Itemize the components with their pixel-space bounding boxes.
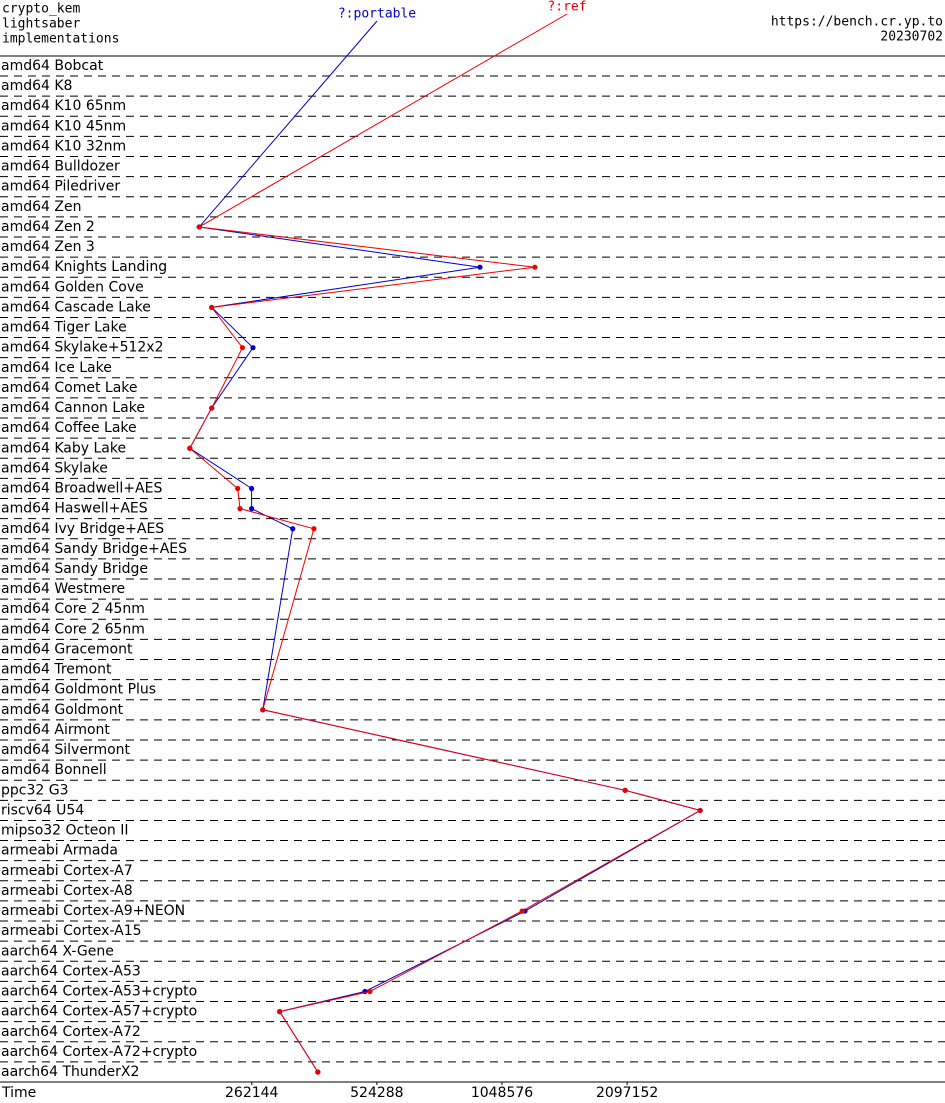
row-label: amd64 Haswell+AES [1,501,148,517]
row-label: amd64 Tremont [1,662,112,678]
row-label: armeabi Cortex-A7 [1,863,133,879]
series-point [239,345,246,351]
series-point [237,506,243,512]
series-point [622,787,628,793]
row-label: aarch64 X-Gene [1,943,114,959]
series-point [249,506,255,512]
header-right-text: https://bench.cr.yp.to [771,15,943,30]
row-label: mipso32 Octeon II [1,823,129,839]
row-label: armeabi Cortex-A8 [1,883,133,899]
row-label: amd64 K8 [1,78,72,94]
row-label: ppc32 G3 [1,782,69,798]
row-label: armeabi Armada [1,843,118,859]
series-point [250,345,256,351]
series-point [187,445,193,451]
series-line [189,226,702,1073]
row-label: aarch64 Cortex-A53 [1,963,141,979]
header-text: implementations [2,32,119,47]
header-text: crypto_kem [2,2,80,17]
row-label: amd64 K10 32nm [1,138,126,154]
row-label: aarch64 Cortex-A57+crypto [1,1004,197,1020]
row-label: amd64 Skylake+512x2 [1,340,163,356]
series-point [315,1069,321,1075]
header-text: lightsaber [2,17,80,32]
row-label: amd64 Ice Lake [1,360,112,376]
series-point [367,988,373,995]
row-label: amd64 Coffee Lake [1,420,137,436]
row-label: amd64 Goldmont [1,702,124,718]
row-label: amd64 Comet Lake [1,380,138,396]
series-point [277,1009,283,1015]
row-label: riscv64 U54 [1,802,84,818]
legend-label: ?:ref [547,0,586,15]
row-label: amd64 Sandy Bridge+AES [1,541,187,557]
row-label: aarch64 ThunderX2 [1,1064,139,1080]
row-label: amd64 Bonnell [1,762,107,778]
row-label: amd64 Core 2 65nm [1,621,145,637]
legend-leader [198,20,378,228]
row-label: aarch64 Cortex-A72 [1,1024,141,1040]
row-label: armeabi Cortex-A15 [1,923,142,939]
row-label: aarch64 Cortex-A53+crypto [1,984,197,1000]
row-label: armeabi Cortex-A9+NEON [1,903,185,919]
x-tick-label: 524288 [350,1085,403,1101]
row-label: aarch64 Cortex-A72+crypto [1,1044,197,1060]
row-label: amd64 Silvermont [1,742,131,758]
series-point [235,485,241,492]
row-label: amd64 Cannon Lake [1,400,145,416]
x-tick-label: 1048576 [471,1085,533,1101]
x-axis-label: Time [1,1085,36,1101]
row-label: amd64 Zen 2 [1,219,95,235]
series-point [209,405,215,411]
x-tick-label: 262144 [225,1085,279,1101]
row-label: amd64 Airmont [1,722,110,738]
series-point [290,526,296,532]
row-label: amd64 Core 2 45nm [1,601,145,617]
row-label: amd64 K10 65nm [1,98,126,114]
row-label: amd64 Zen [1,199,81,215]
row-label: amd64 Golden Cove [1,279,144,295]
header-right-text: 20230702 [880,30,943,45]
row-label: amd64 Goldmont Plus [1,682,156,698]
row-label: amd64 Tiger Lake [1,320,127,336]
row-label: amd64 Cascade Lake [1,299,151,315]
series-point [697,807,703,814]
series-point [249,485,255,492]
series-point [209,304,215,311]
x-tick-label: 2097152 [596,1085,658,1101]
row-label: amd64 Skylake [1,460,108,476]
row-label: amd64 Ivy Bridge+AES [1,521,164,537]
row-label: amd64 Broadwell+AES [1,481,162,497]
series-point [260,707,266,713]
legend-label: ?:portable [338,7,416,22]
row-label: amd64 Piledriver [1,179,120,195]
series-point [532,264,538,270]
series-point [311,526,317,532]
row-label: amd64 Bobcat [1,58,104,74]
row-label: amd64 K10 45nm [1,118,126,134]
series-line [189,226,702,1073]
legend-leader [198,13,568,228]
row-label: amd64 Kaby Lake [1,440,126,456]
row-label: amd64 Westmere [1,581,125,597]
row-label: amd64 Sandy Bridge [1,561,148,577]
series-point [477,264,483,270]
row-label: amd64 Knights Landing [1,259,167,275]
row-label: amd64 Bulldozer [1,159,120,175]
row-label: amd64 Gracemont [1,641,133,657]
series-point [519,908,525,914]
row-label: amd64 Zen 3 [1,239,95,255]
